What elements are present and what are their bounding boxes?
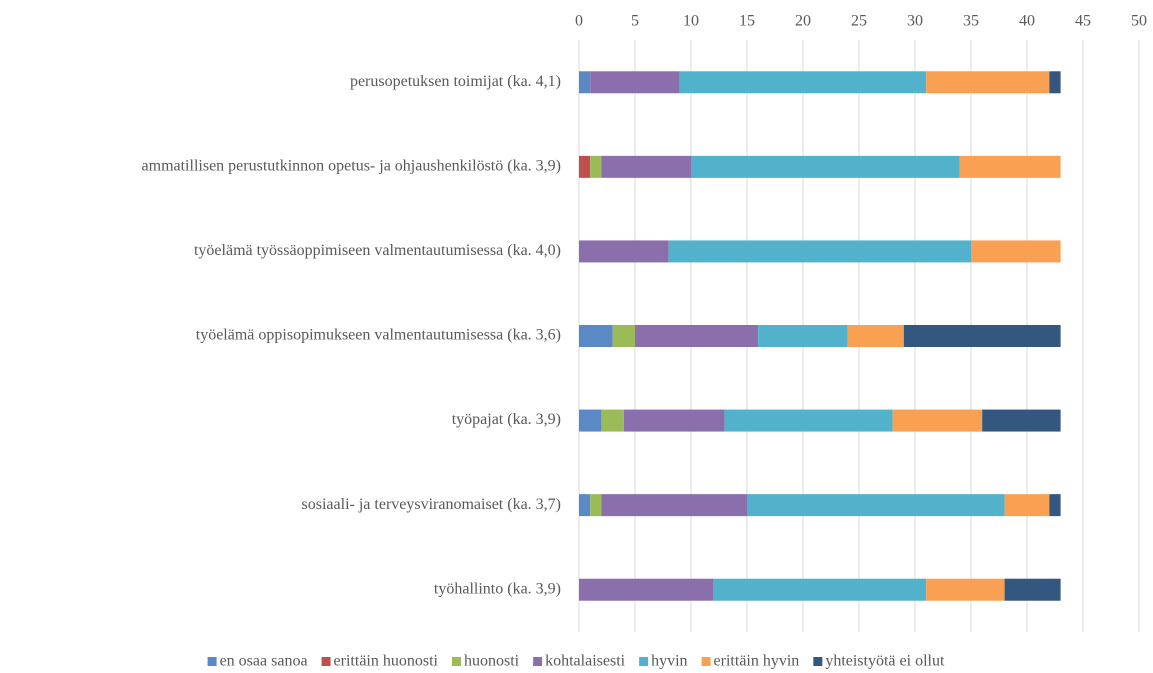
legend-label: yhteistyötä ei ollut xyxy=(825,653,945,670)
y-tick-label: ammatillisen perustutkinnon opetus- ja o… xyxy=(142,158,561,175)
x-tick-label: 45 xyxy=(1075,13,1091,30)
bar-segment xyxy=(579,71,591,94)
bar-segment xyxy=(635,325,759,347)
y-tick-label: sosiaali- ja terveysviranomaiset (ka. 3,… xyxy=(302,496,561,513)
x-tick-label: 5 xyxy=(631,13,639,30)
legend-swatch xyxy=(207,657,217,666)
bar-segment xyxy=(926,71,1050,94)
bar-segment xyxy=(1049,71,1061,94)
bar-segment xyxy=(1004,494,1050,517)
y-tick-label: perusopetuksen toimijat (ka. 4,1) xyxy=(350,73,561,90)
bar-segment xyxy=(601,155,691,178)
bar-segment xyxy=(590,155,602,178)
legend-swatch xyxy=(701,657,711,666)
bar-segment xyxy=(758,325,848,347)
legend-swatch xyxy=(451,657,461,666)
bar-segment xyxy=(579,325,613,347)
legend-label: kohtalaisesti xyxy=(545,653,626,670)
x-tick-label: 20 xyxy=(795,13,811,30)
bar-segment xyxy=(601,409,624,432)
x-tick-label: 0 xyxy=(575,13,583,30)
legend-label: huonosti xyxy=(464,653,520,670)
legend-swatch xyxy=(533,657,543,666)
bar-segment xyxy=(623,409,725,432)
bar-segment xyxy=(982,409,1061,432)
x-tick-label: 25 xyxy=(851,13,867,30)
x-tick-label: 15 xyxy=(739,13,755,30)
x-tick-label: 30 xyxy=(907,13,923,30)
legend-label: erittäin huonosti xyxy=(334,653,439,670)
bar-segment xyxy=(747,494,1005,517)
x-tick-label: 50 xyxy=(1131,13,1147,30)
bar-segment xyxy=(579,494,591,517)
bar-segment xyxy=(892,409,983,432)
bar-segment xyxy=(612,325,635,347)
x-tick-label: 10 xyxy=(683,13,699,30)
legend-swatch xyxy=(639,657,649,666)
bar-segment xyxy=(590,71,680,94)
bar-segment xyxy=(926,578,1005,601)
bar-segment xyxy=(668,240,971,263)
bar-segment xyxy=(579,155,591,178)
bar-segment xyxy=(847,325,904,347)
legend-swatch xyxy=(813,657,823,666)
bar-segment xyxy=(1004,578,1061,601)
legend-swatch xyxy=(321,657,331,666)
x-tick-label: 35 xyxy=(963,13,979,30)
bar-segment xyxy=(579,578,714,601)
bar-segment xyxy=(1049,494,1061,517)
bar-segment xyxy=(579,409,602,432)
bar-segment xyxy=(590,494,602,517)
bar-segment xyxy=(959,155,1061,178)
y-tick-label: työpajat (ka. 3,9) xyxy=(452,411,561,428)
bar-segment xyxy=(903,325,1061,347)
x-tick-label: 40 xyxy=(1019,13,1035,30)
y-tick-label: työelämä työssäoppimiseen valmentautumis… xyxy=(194,242,561,259)
bar-segment xyxy=(579,240,669,263)
y-tick-label: työelämä oppisopimukseen valmentautumise… xyxy=(196,327,561,344)
bar-segment xyxy=(691,155,960,178)
legend-label: erittäin hyvin xyxy=(714,653,800,670)
legend-label: en osaa sanoa xyxy=(220,653,308,670)
bar-segment xyxy=(724,409,893,432)
legend-label: hyvin xyxy=(651,653,687,670)
bar-segment xyxy=(679,71,927,94)
bar-segment xyxy=(971,240,1061,263)
bar-segment xyxy=(713,578,927,601)
y-tick-label: työhallinto (ka. 3,9) xyxy=(434,580,561,597)
bar-segment xyxy=(601,494,747,517)
